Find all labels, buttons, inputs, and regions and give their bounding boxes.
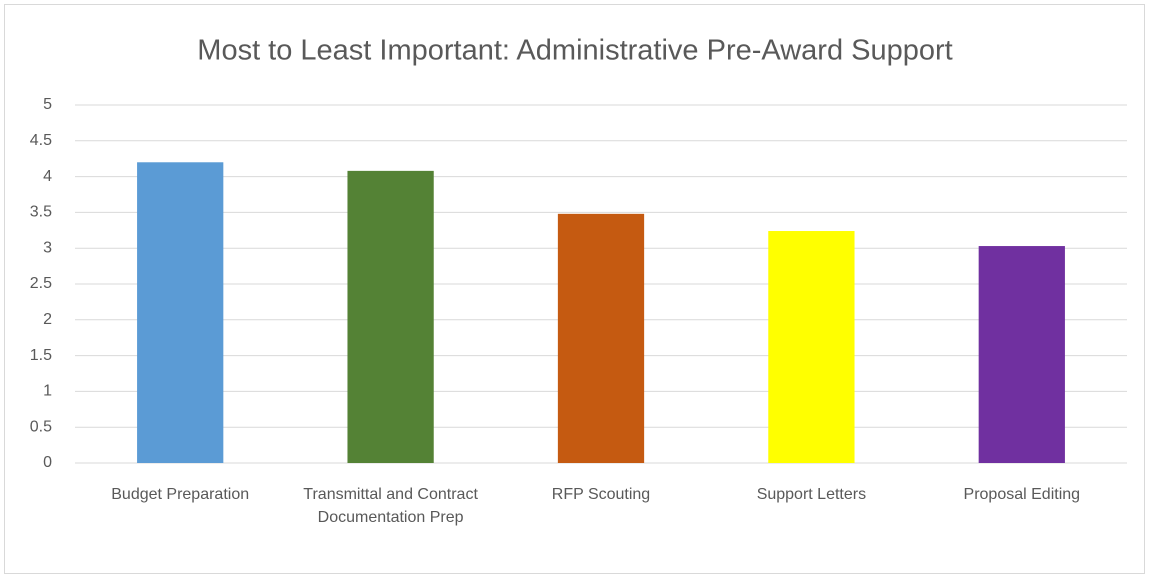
bar (978, 246, 1065, 463)
y-tick-label: 3.5 (30, 204, 52, 221)
y-tick-label: 5 (43, 96, 52, 113)
bar (557, 213, 645, 463)
x-tick-label: Budget Preparation (111, 486, 250, 503)
x-tick-label: Proposal Editing (963, 486, 1081, 503)
chart-title: Most to Least Important: Administrative … (197, 35, 952, 67)
y-tick-label: 0 (43, 454, 52, 471)
y-tick-label: 2 (43, 311, 52, 328)
y-tick-label: 4 (43, 168, 52, 185)
y-tick-label: 4.5 (30, 132, 52, 149)
y-tick-label: 2.5 (30, 275, 52, 292)
bar (347, 170, 434, 463)
y-tick-label: 0.5 (30, 418, 52, 435)
y-tick-label: 1.5 (30, 347, 52, 364)
x-tick-label: Support Letters (756, 486, 867, 503)
chart-border (4, 4, 1145, 574)
y-tick-label: 1 (43, 383, 52, 400)
x-tick-label: Transmittal and Contract Documentation P… (303, 486, 478, 526)
bar (768, 231, 855, 463)
y-tick-label: 3 (43, 239, 52, 256)
bar (137, 162, 224, 463)
x-tick-label: RFP Scouting (551, 486, 651, 503)
